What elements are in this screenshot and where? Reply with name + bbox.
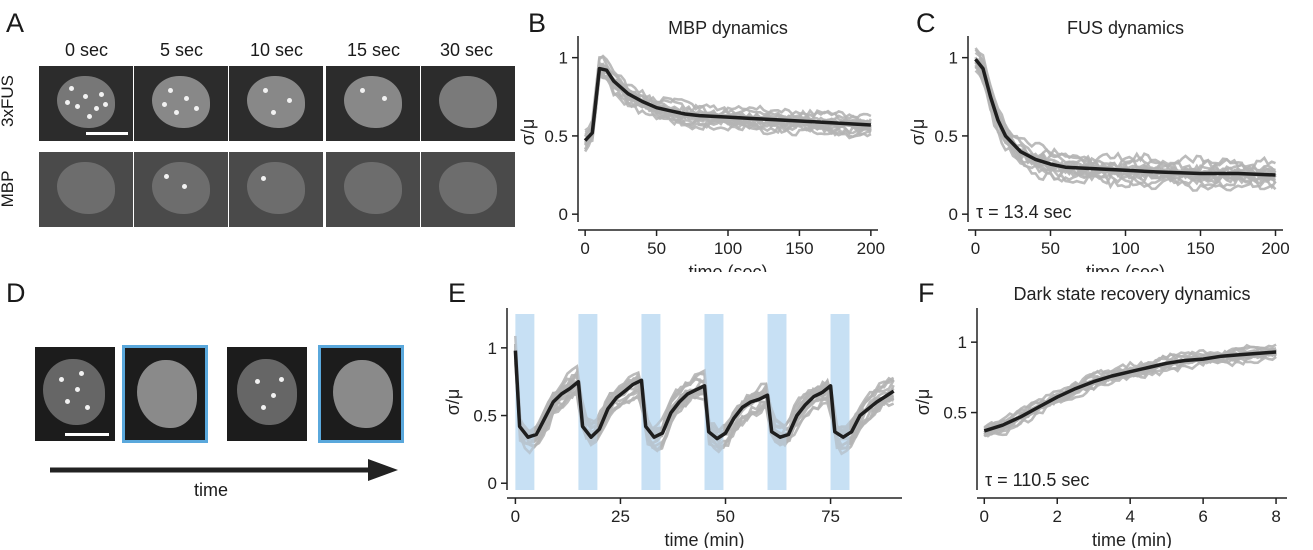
x-axis-label: time (min): [1092, 530, 1172, 548]
x-tick-label: 150: [1186, 239, 1214, 258]
time-arrow-label: time: [194, 480, 229, 500]
x-tick-label: 0: [511, 507, 520, 526]
chart-title: MBP dynamics: [668, 18, 788, 38]
x-tick-label: 200: [1261, 239, 1289, 258]
row-label-mbp: MBP: [0, 170, 17, 208]
microscopy-image-fus: [421, 66, 515, 141]
y-tick-label: 0: [559, 205, 568, 224]
individual-trace: [983, 352, 1277, 438]
chart-title: FUS dynamics: [1067, 18, 1184, 38]
microscopy-image-light: [122, 345, 208, 443]
chart-light-pulse-cycles: 0 25 50 75 0 0.5 1 time (min) σ/μ: [445, 308, 902, 548]
y-tick-label: 1: [488, 339, 497, 358]
y-axis-label: σ/μ: [915, 389, 933, 415]
x-tick-label: 25: [611, 507, 630, 526]
light-pulse-overlay: [704, 314, 724, 490]
scale-bar: [86, 132, 128, 135]
microscopy-image-dark: [35, 347, 115, 441]
light-pulse-overlay: [830, 314, 850, 490]
chart-title: Dark state recovery dynamics: [1013, 284, 1250, 304]
panel-letter-d: D: [6, 278, 26, 308]
y-tick-label: 1: [958, 333, 967, 352]
microscopy-image-mbp: [39, 152, 133, 227]
x-tick-label: 6: [1198, 507, 1207, 526]
scale-bar: [65, 433, 109, 436]
y-tick-label: 1: [949, 49, 958, 68]
timepoint-label: 5 sec: [159, 40, 204, 60]
x-tick-label: 4: [1125, 507, 1134, 526]
light-pulse-overlay: [578, 314, 598, 490]
y-axis-label: σ/μ: [520, 119, 538, 145]
timepoint-label: 10 sec: [249, 40, 304, 60]
x-axis-label: time (min): [665, 530, 745, 548]
x-tick-label: 0: [971, 239, 980, 258]
chart-dark-state-recovery: 0 2 4 6 8 0.5 1 time (min) σ/μ Dark state recover…: [915, 284, 1287, 548]
timepoint-label: 0 sec: [64, 40, 109, 60]
panel-letter-a: A: [6, 8, 25, 38]
x-tick-label: 150: [785, 239, 813, 258]
microscopy-image-mbp: [421, 152, 515, 227]
tau-annotation: τ = 13.4 sec: [976, 202, 1072, 222]
panel-letter-c: C: [916, 8, 936, 38]
x-tick-label: 50: [647, 239, 666, 258]
microscopy-image-light: [318, 345, 404, 443]
light-pulse-band: [578, 314, 598, 490]
mean-trace: [983, 350, 1277, 433]
y-tick-label: 0: [488, 474, 497, 493]
x-tick-label: 8: [1271, 507, 1280, 526]
mean-trace: [583, 66, 871, 142]
microscopy-image-fus: [229, 66, 323, 141]
light-pulse-band: [830, 314, 850, 490]
individual-trace: [974, 51, 1277, 175]
individual-trace: [584, 55, 872, 132]
microscopy-image-mbp: [326, 152, 420, 227]
chart-fus-dynamics: 0 50 100 150 200 0 0.5 1 time (sec) σ/μ FUS dynami…: [910, 18, 1290, 272]
x-tick-label: 100: [1111, 239, 1139, 258]
individual-trace: [583, 74, 872, 150]
light-pulse-overlay: [641, 314, 661, 490]
y-tick-label: 1: [559, 49, 568, 68]
x-axis-label: time (sec): [1086, 262, 1165, 272]
x-axis-label: time (sec): [688, 262, 767, 272]
x-tick-label: 50: [1041, 239, 1060, 258]
x-tick-label: 200: [857, 239, 885, 258]
panel-letter-f: F: [918, 278, 935, 308]
microscopy-image-mbp: [229, 152, 323, 227]
mean-trace: [513, 350, 895, 441]
row-label-3xfus: 3xFUS: [0, 75, 17, 127]
y-tick-label: 0.5: [544, 127, 568, 146]
light-pulse-overlay: [767, 314, 787, 490]
light-pulse-band: [767, 314, 787, 490]
panel-letter-b: B: [528, 8, 547, 38]
microscopy-image-mbp: [134, 152, 228, 227]
y-axis-label: σ/μ: [445, 389, 463, 415]
tau-annotation: τ = 110.5 sec: [985, 470, 1089, 490]
mean-trace: [974, 58, 1276, 177]
x-tick-label: 0: [980, 507, 989, 526]
x-tick-label: 75: [821, 507, 840, 526]
time-arrow: [50, 459, 398, 481]
y-tick-label: 0.5: [943, 404, 967, 423]
microscopy-image-fus: [326, 66, 420, 141]
y-tick-label: 0.5: [934, 127, 958, 146]
x-tick-label: 0: [580, 239, 589, 258]
microscopy-image-fus: [134, 66, 228, 141]
timepoint-label: 30 sec: [439, 40, 494, 60]
microscopy-image-fus: [39, 66, 133, 141]
microscopy-image-dark: [227, 347, 307, 441]
x-tick-label: 2: [1053, 507, 1062, 526]
y-tick-label: 0: [949, 205, 958, 224]
chart-mbp-dynamics: 0 50 100 150 200 0 0.5 1 time (sec) σ/μ MBP dynami…: [520, 18, 885, 272]
x-tick-label: 50: [716, 507, 735, 526]
x-tick-label: 100: [714, 239, 742, 258]
timepoint-label: 15 sec: [346, 40, 401, 60]
light-pulse-overlay: [515, 314, 535, 490]
panel-letter-e: E: [448, 278, 467, 308]
y-tick-label: 0.5: [473, 407, 497, 426]
y-axis-label: σ/μ: [910, 119, 928, 145]
